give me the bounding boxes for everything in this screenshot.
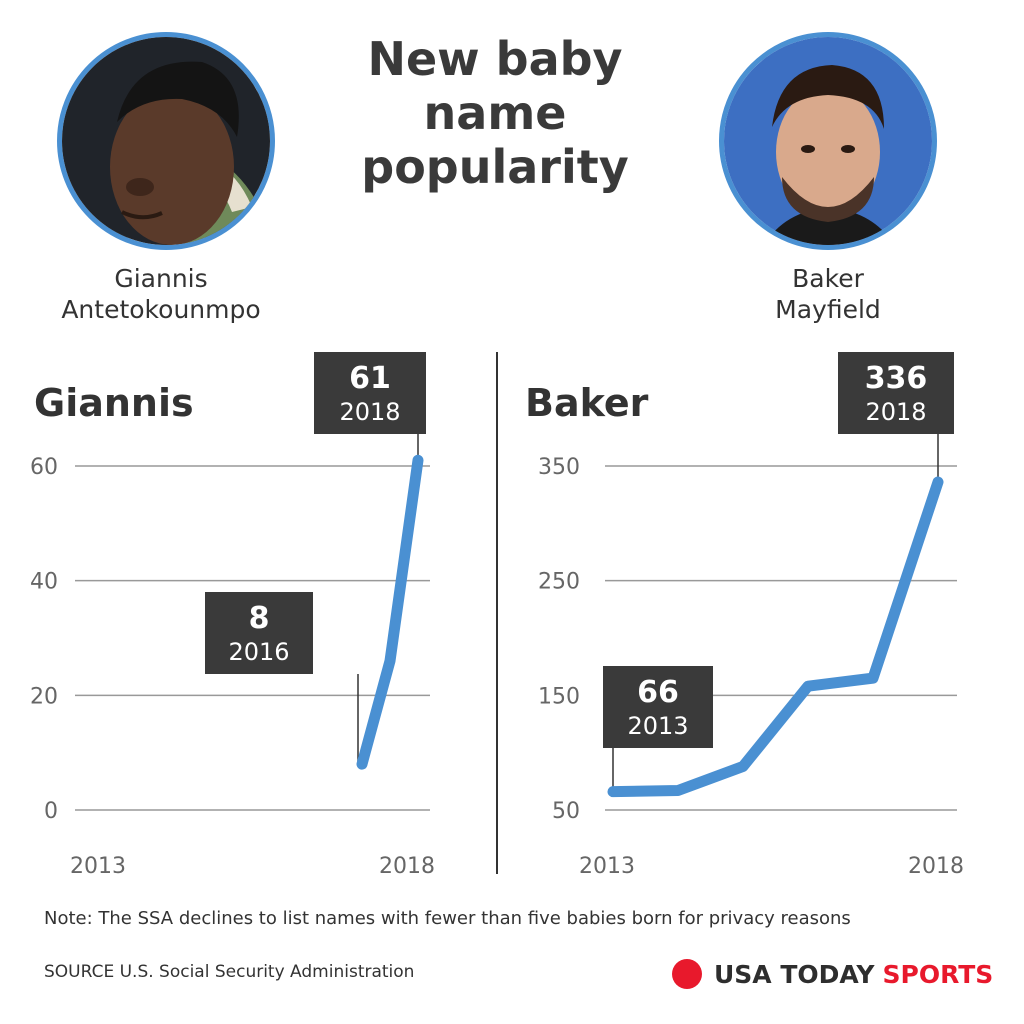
brand-name: USA TODAY (714, 959, 875, 989)
x-tick-label: 2013 (70, 854, 126, 879)
baker-name-line2: Mayfield (775, 295, 881, 324)
annotation-box (603, 666, 713, 748)
data-point (677, 789, 679, 792)
y-tick-label: 150 (538, 684, 580, 709)
annotation-year: 2018 (865, 398, 926, 426)
annotation-year: 2016 (228, 638, 289, 666)
annotation-year: 2018 (339, 398, 400, 426)
y-tick-label: 20 (30, 684, 58, 709)
data-point (361, 763, 363, 766)
brand-logo: USA TODAY SPORTS (672, 956, 993, 992)
brand-section: SPORTS (882, 959, 994, 989)
x-tick-label: 2013 (579, 854, 635, 879)
y-tick-label: 350 (538, 455, 580, 480)
giannis-series-line (356, 454, 424, 770)
y-tick-label: 40 (30, 570, 58, 595)
x-tick-label: 2018 (908, 854, 964, 879)
annotation-box (314, 352, 426, 434)
annotation-value: 61 (349, 361, 391, 396)
y-tick-label: 50 (552, 799, 580, 824)
source-text: SOURCE U.S. Social Security Administrati… (44, 962, 415, 982)
data-point (742, 765, 744, 768)
baker-name: Baker Mayfield (728, 263, 928, 325)
data-point (937, 481, 939, 484)
y-tick-label: 60 (30, 455, 58, 480)
data-point (807, 685, 809, 688)
note-text: Note: The SSA declines to list names wit… (44, 908, 851, 929)
giannis-chart-title: Giannis (34, 381, 194, 425)
baker-chart-title: Baker (525, 381, 649, 425)
annotation-value: 8 (249, 601, 270, 636)
annotation-year: 2013 (627, 712, 688, 740)
y-tick-label: 250 (538, 570, 580, 595)
annotation-box (205, 592, 313, 674)
y-tick-label: 0 (44, 799, 58, 824)
annotation-value: 336 (865, 361, 928, 396)
baker-series-line (607, 476, 944, 798)
x-tick-label: 2018 (379, 854, 435, 879)
giannis-name: Giannis Antetokounmpo (30, 263, 292, 325)
brand-dot-icon (672, 959, 702, 989)
annotation-value: 66 (637, 675, 679, 710)
data-point (417, 459, 419, 462)
giannis-name-line1: Giannis (114, 264, 208, 293)
baker-name-line1: Baker (792, 264, 864, 293)
giannis-portrait (57, 32, 275, 250)
baker-portrait (719, 32, 937, 250)
chart-divider (496, 352, 498, 874)
page-title: New baby name popularity (361, 32, 629, 194)
data-point (389, 659, 391, 662)
data-point (872, 677, 874, 680)
giannis-name-line2: Antetokounmpo (61, 295, 261, 324)
annotation-box (838, 352, 954, 434)
data-point (612, 790, 614, 793)
